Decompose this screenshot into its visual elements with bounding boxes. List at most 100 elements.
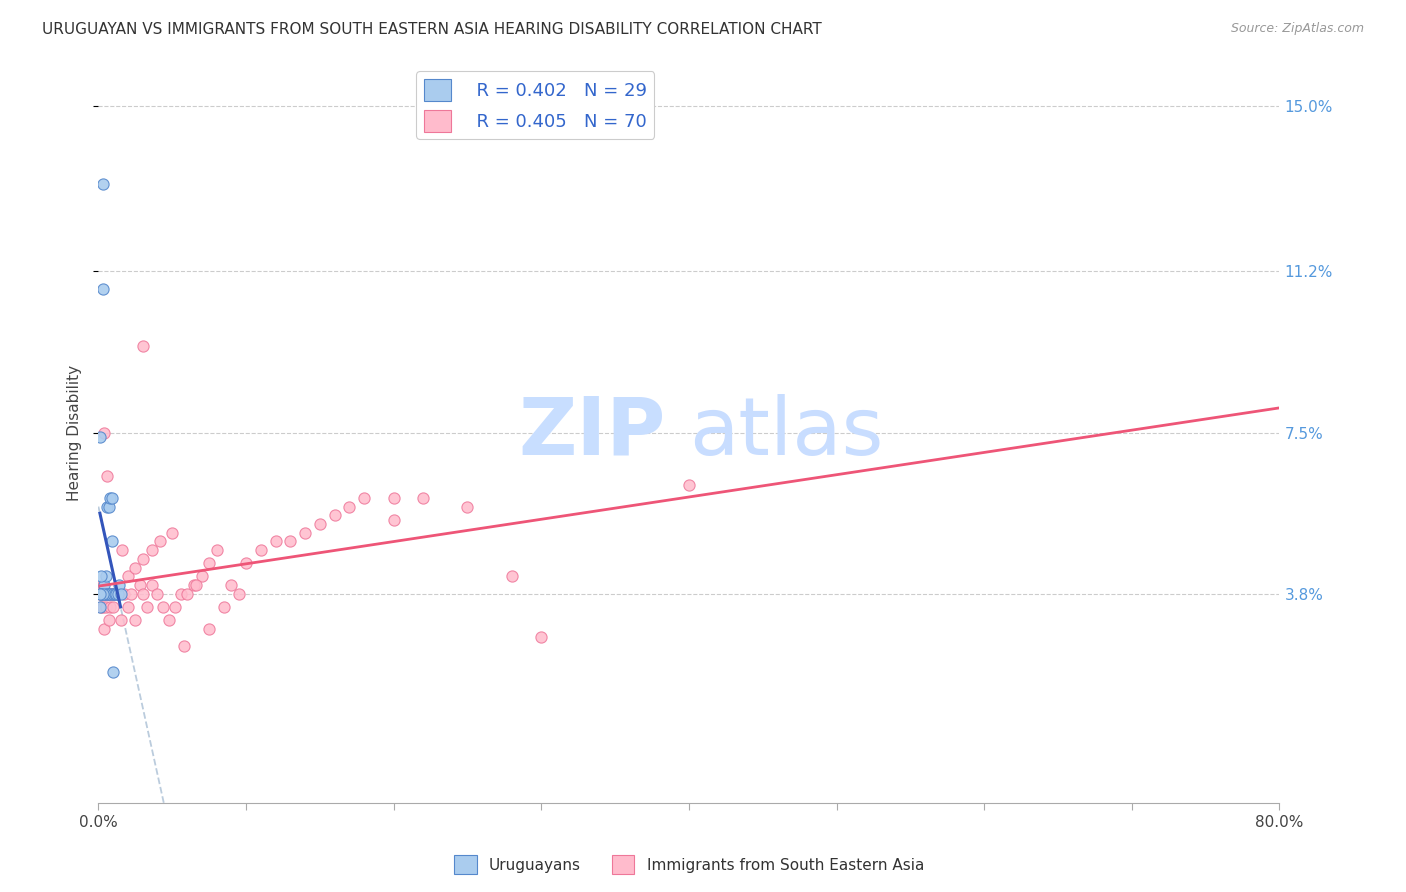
Point <box>105 587 128 601</box>
Text: #DDEEFF: #DDEEFF <box>689 432 696 433</box>
Point <box>198 622 221 636</box>
Point <box>294 525 316 540</box>
Point <box>104 587 127 601</box>
Point <box>108 578 131 592</box>
Point <box>112 587 135 601</box>
Point <box>141 578 163 592</box>
Point <box>309 517 332 532</box>
Point <box>98 491 121 505</box>
Point <box>94 599 117 614</box>
Point <box>100 587 122 601</box>
Point <box>90 599 112 614</box>
Point <box>124 560 146 574</box>
Point <box>96 587 118 601</box>
Point <box>91 587 114 601</box>
Point <box>94 569 117 583</box>
Point <box>93 578 115 592</box>
Point <box>91 282 114 296</box>
Point <box>228 587 250 601</box>
Point <box>110 587 132 601</box>
Legend: Uruguayans, Immigrants from South Eastern Asia: Uruguayans, Immigrants from South Easter… <box>447 849 931 880</box>
Point <box>250 543 273 558</box>
Point <box>110 613 132 627</box>
Point <box>157 613 180 627</box>
Point <box>90 587 112 601</box>
Point <box>98 599 121 614</box>
Point <box>103 587 125 601</box>
Point <box>91 178 114 192</box>
Point <box>132 552 155 566</box>
Point <box>91 599 114 614</box>
Point <box>103 599 125 614</box>
Point <box>98 587 121 601</box>
Point <box>132 338 155 352</box>
Point <box>103 587 125 601</box>
Point <box>93 622 115 636</box>
Point <box>152 599 174 614</box>
Point <box>97 587 120 601</box>
Point <box>128 578 150 592</box>
Point <box>107 587 129 601</box>
Point <box>264 534 287 549</box>
Text: ZIP: ZIP <box>517 393 665 472</box>
Point <box>89 599 111 614</box>
Point <box>530 630 553 644</box>
Point <box>94 587 117 601</box>
Point <box>198 556 221 570</box>
Point <box>97 587 120 601</box>
Point <box>501 569 523 583</box>
Point <box>205 543 228 558</box>
Point <box>456 500 478 514</box>
Point <box>136 599 159 614</box>
Text: Source: ZipAtlas.com: Source: ZipAtlas.com <box>1230 22 1364 36</box>
Point <box>162 525 183 540</box>
Point <box>278 534 302 549</box>
Point <box>96 469 118 483</box>
Point <box>191 569 214 583</box>
Point <box>91 578 114 592</box>
Point <box>235 556 257 570</box>
Point <box>184 578 207 592</box>
Point <box>412 491 434 505</box>
Point <box>97 500 120 514</box>
Point <box>100 534 122 549</box>
Y-axis label: Hearing Disability: Hearing Disability <box>66 365 82 500</box>
Point <box>103 587 125 601</box>
Point <box>98 587 121 601</box>
Point <box>219 578 242 592</box>
Text: atlas: atlas <box>689 393 883 472</box>
Point <box>170 587 193 601</box>
Point <box>149 534 172 549</box>
Point <box>90 569 112 583</box>
Text: URUGUAYAN VS IMMIGRANTS FROM SOUTH EASTERN ASIA HEARING DISABILITY CORRELATION C: URUGUAYAN VS IMMIGRANTS FROM SOUTH EASTE… <box>42 22 823 37</box>
Point <box>107 587 129 601</box>
Point <box>339 500 360 514</box>
Point <box>117 569 139 583</box>
Point <box>678 478 700 492</box>
Point <box>93 587 115 601</box>
Legend:   R = 0.402   N = 29,   R = 0.405   N = 70: R = 0.402 N = 29, R = 0.405 N = 70 <box>416 71 654 139</box>
Point <box>173 639 195 653</box>
Point <box>183 578 205 592</box>
Point <box>97 613 120 627</box>
Point <box>105 587 128 601</box>
Point <box>382 513 405 527</box>
Point <box>96 500 118 514</box>
Point <box>117 599 139 614</box>
Point <box>124 613 146 627</box>
Point <box>89 430 111 444</box>
Point <box>120 587 142 601</box>
Point <box>89 587 111 601</box>
Point <box>96 587 118 601</box>
Point <box>212 599 235 614</box>
Point <box>382 491 405 505</box>
Point <box>93 425 115 440</box>
Point <box>89 587 111 601</box>
Point <box>141 543 163 558</box>
Point <box>103 665 125 680</box>
Point <box>93 587 115 601</box>
Point <box>111 543 134 558</box>
Point <box>90 587 112 601</box>
Point <box>323 508 346 523</box>
Point <box>100 491 122 505</box>
